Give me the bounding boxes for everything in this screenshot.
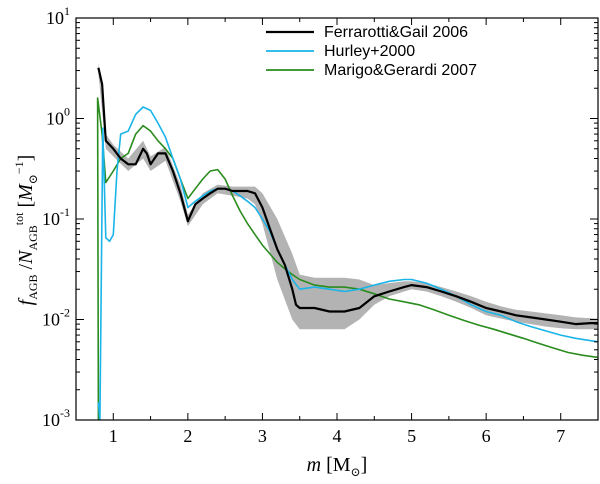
legend-label-0: Ferrarotti&Gail 2006 — [324, 24, 468, 41]
x-tick-label: 3 — [258, 426, 267, 446]
legend-label-1: Hurley+2000 — [324, 43, 415, 60]
ticks-layer: 1 2 3 4 5 6 7 10-3 10-2 10-1 100 101 — [42, 4, 599, 446]
uncertainty-band-layer — [98, 62, 598, 330]
legend-label-2: Marigo&Gerardi 2007 — [324, 62, 477, 79]
series-layer — [96, 67, 598, 420]
x-tick-label: 2 — [183, 426, 192, 446]
series-line-2 — [96, 97, 598, 420]
legend: Ferrarotti&Gail 2006 Hurley+2000 Marigo&Ge… — [266, 24, 477, 79]
x-tick-label: 1 — [109, 426, 118, 446]
y-tick-label: 100 — [46, 105, 70, 129]
x-tick-label: 4 — [333, 426, 342, 446]
y-axis-label: fAGB /NAGBtot [M⊙−1] — [12, 155, 40, 306]
y-axis-label-text: fAGB /NAGBtot [M⊙−1] — [12, 155, 40, 306]
y-tick-label: 101 — [46, 4, 70, 28]
x-axis-label-text: m [M⊙] — [307, 454, 368, 479]
x-axis-label: m [M⊙] — [307, 454, 368, 479]
plot-area: 1 2 3 4 5 6 7 10-3 10-2 10-1 100 101 — [42, 4, 599, 446]
uncertainty-band — [98, 62, 598, 330]
series-line-1 — [97, 106, 598, 420]
x-tick-label: 6 — [482, 426, 491, 446]
y-tick-label: 10-3 — [42, 406, 70, 430]
y-tick-label: 10-2 — [42, 306, 70, 330]
x-tick-label: 7 — [556, 426, 565, 446]
y-tick-label: 10-1 — [42, 205, 70, 229]
series-line-0 — [97, 67, 598, 326]
x-tick-label: 5 — [407, 426, 416, 446]
